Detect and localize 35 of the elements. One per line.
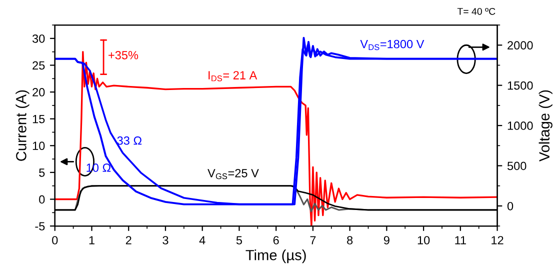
x-tick-label: 1 <box>89 236 94 244</box>
x-tick-label: 8 <box>347 236 353 244</box>
y-tick-label: 15 <box>32 114 45 124</box>
x-tick-label: 0 <box>52 236 58 244</box>
annotation: +35% <box>108 50 138 60</box>
x-tick-label: 11 <box>455 236 466 244</box>
y-tick-label: 5 <box>39 168 45 177</box>
x-tick-label: 10 <box>418 236 430 244</box>
annotation: V$_{GS}$=25 V <box>208 168 259 180</box>
y2-tick-label: 1500 <box>508 81 533 90</box>
y-tick-label: 0 <box>39 195 45 204</box>
y-tick-label: 10 <box>32 142 45 150</box>
x-tick-label: 2 <box>126 236 132 244</box>
y-axis-title: Current (A) <box>16 90 30 161</box>
annotation: I$_{DS}$= 21 A <box>208 71 258 82</box>
y2-tick-label: 1000 <box>508 122 533 130</box>
x-tick-label: 9 <box>384 236 390 244</box>
y2-axis-title: Voltage (V) <box>538 90 552 162</box>
y2-tick-label: 500 <box>507 162 526 170</box>
annotation: 33 Ω <box>117 136 142 145</box>
x-axis-title: Time (µs) <box>246 250 306 264</box>
x-tick-label: 7 <box>310 236 316 244</box>
x-tick-label: 4 <box>199 236 206 244</box>
y-tick-label: 20 <box>32 88 45 96</box>
y2-tick-label: 0 <box>507 202 514 210</box>
x-tick-label: 5 <box>236 236 242 244</box>
y-tick-label: 30 <box>32 34 45 43</box>
x-tick-label: 6 <box>273 236 279 244</box>
annotation: V$_{DS}$=1800 V <box>360 40 424 50</box>
y-tick-label: -5 <box>35 222 45 230</box>
y-tick-label: 25 <box>32 61 45 70</box>
text: T= 40 ºC <box>457 8 496 15</box>
y2-tick-label: 2000 <box>508 41 533 50</box>
x-tick-label: 3 <box>162 236 168 244</box>
x-tick-label: 12 <box>492 236 504 244</box>
